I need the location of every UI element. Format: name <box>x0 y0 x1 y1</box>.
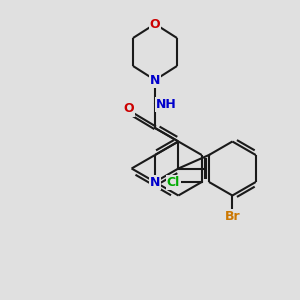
Text: N: N <box>150 176 160 188</box>
Text: O: O <box>150 17 160 31</box>
Text: NH: NH <box>156 98 176 110</box>
Text: O: O <box>124 103 134 116</box>
Text: Br: Br <box>225 209 240 223</box>
Text: Cl: Cl <box>167 176 180 188</box>
Text: N: N <box>150 74 160 86</box>
